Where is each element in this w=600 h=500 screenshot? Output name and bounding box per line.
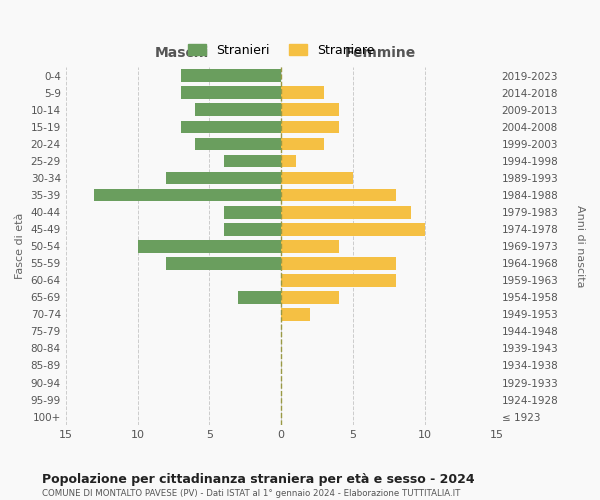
Bar [238,291,281,304]
Bar [281,206,410,218]
Bar [281,138,325,150]
Text: Femmine: Femmine [345,46,416,60]
Bar [281,120,338,134]
Text: Maschi: Maschi [155,46,209,60]
Bar [166,257,281,270]
Bar [181,86,281,99]
Bar [224,206,281,218]
Bar [94,188,281,202]
Legend: Stranieri, Straniere: Stranieri, Straniere [181,38,381,63]
Text: Popolazione per cittadinanza straniera per età e sesso - 2024: Popolazione per cittadinanza straniera p… [42,472,475,486]
Bar [224,223,281,235]
Text: COMUNE DI MONTALTO PAVESE (PV) - Dati ISTAT al 1° gennaio 2024 - Elaborazione TU: COMUNE DI MONTALTO PAVESE (PV) - Dati IS… [42,489,460,498]
Bar [281,86,325,99]
Bar [181,120,281,134]
Bar [281,291,338,304]
Bar [281,223,425,235]
Bar [166,172,281,184]
Bar [195,104,281,116]
Bar [281,172,353,184]
Bar [181,70,281,82]
Y-axis label: Fasce di età: Fasce di età [15,213,25,280]
Y-axis label: Anni di nascita: Anni di nascita [575,205,585,288]
Bar [224,154,281,168]
Bar [137,240,281,252]
Bar [281,188,396,202]
Bar [281,104,338,116]
Bar [281,154,296,168]
Bar [281,308,310,321]
Bar [195,138,281,150]
Bar [281,257,396,270]
Bar [281,274,396,286]
Bar [281,240,338,252]
